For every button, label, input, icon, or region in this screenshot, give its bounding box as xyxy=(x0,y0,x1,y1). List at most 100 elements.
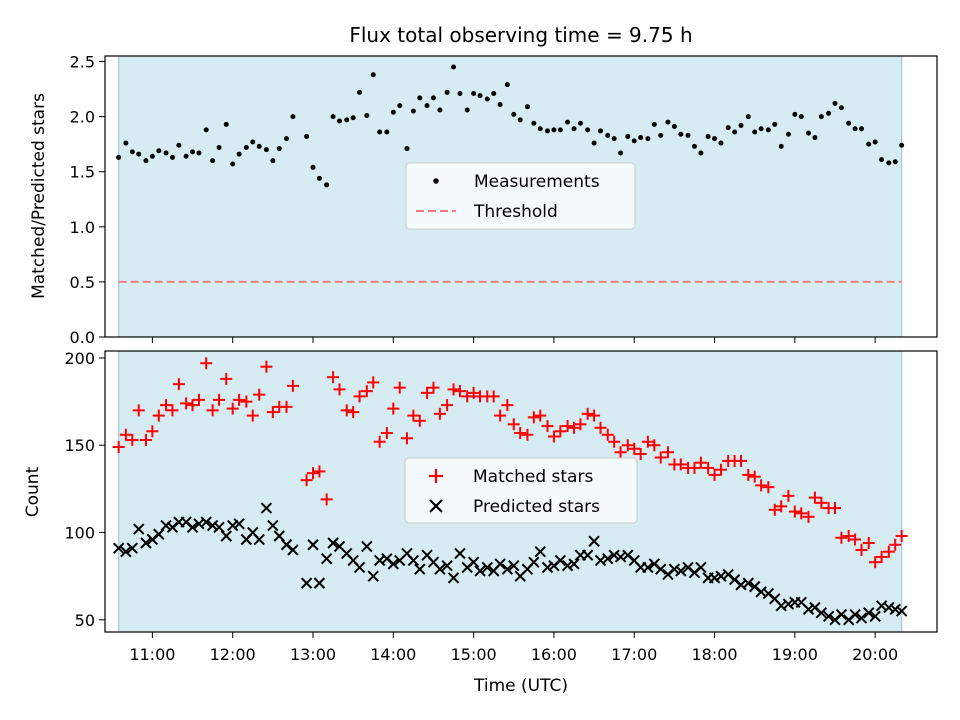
matched-star-point xyxy=(119,428,132,441)
predicted-star-point xyxy=(528,556,540,568)
predicted-star-point xyxy=(273,530,285,542)
matched-star-point xyxy=(112,440,125,453)
matched-star-point xyxy=(855,543,868,556)
top-y-ticks: 0.0 0.5 1.0 1.5 2.0 2.5 xyxy=(70,53,105,347)
matched-star-point xyxy=(775,500,788,513)
predicted-star-point xyxy=(554,554,567,567)
measurement-point xyxy=(230,161,236,167)
measurement-point xyxy=(892,159,898,165)
predicted-star-point xyxy=(668,563,681,575)
measurement-point xyxy=(276,146,282,152)
matched-star-point xyxy=(286,379,299,392)
predicted-star-point xyxy=(213,521,225,533)
x-tick-label: 19:00 xyxy=(772,645,818,664)
legend-threshold-label: Threshold xyxy=(473,202,558,222)
predicted-star-point xyxy=(849,608,861,621)
measurement-point xyxy=(732,129,738,135)
measurement-point xyxy=(818,114,824,120)
predicted-star-point xyxy=(120,546,132,558)
measurement-point xyxy=(712,136,718,142)
matched-star-point xyxy=(742,468,755,481)
matched-star-point xyxy=(808,491,821,504)
measurement-point xyxy=(725,125,731,131)
measurement-point xyxy=(745,114,751,120)
predicted-star-point xyxy=(387,558,400,570)
predicted-star-point xyxy=(447,572,460,584)
matched-star-point xyxy=(568,421,581,434)
measurement-point xyxy=(169,154,175,160)
matched-star-point xyxy=(782,489,795,502)
matched-star-point xyxy=(206,404,219,417)
matched-star-point xyxy=(441,399,454,412)
measurement-point xyxy=(143,158,149,164)
matched-star-point xyxy=(380,427,393,440)
matched-star-point xyxy=(501,399,514,412)
measurement-point xyxy=(156,148,162,154)
matched-star-point xyxy=(614,446,627,459)
predicted-star-point xyxy=(608,549,620,561)
measurement-point xyxy=(511,111,517,117)
matched-star-point xyxy=(453,385,466,398)
matched-star-point xyxy=(735,454,748,467)
predicted-star-point xyxy=(153,528,165,540)
matched-star-point xyxy=(608,435,621,448)
measurement-point xyxy=(517,117,523,123)
measurement-point xyxy=(772,121,778,127)
bottom-y-tick-label: 100 xyxy=(64,524,95,543)
measurement-point xyxy=(116,154,122,160)
matched-star-point xyxy=(762,481,775,494)
measurement-point xyxy=(370,72,376,78)
predicted-star-point xyxy=(855,612,868,624)
matched-star-point xyxy=(869,556,882,569)
matched-star-point xyxy=(641,435,654,448)
matched-star-point xyxy=(260,360,273,373)
matched-star-point xyxy=(829,502,842,515)
matched-star-point xyxy=(467,386,480,399)
measurement-point xyxy=(437,107,443,113)
matched-star-point xyxy=(849,533,862,546)
measurement-point xyxy=(859,126,865,132)
matched-star-point xyxy=(421,386,434,399)
measurement-point xyxy=(364,113,370,119)
predicted-star-point xyxy=(186,521,199,533)
matched-star-point xyxy=(588,409,601,422)
predicted-star-point xyxy=(863,607,875,619)
matched-star-point xyxy=(280,400,293,413)
predicted-star-point xyxy=(353,561,366,574)
predicted-star-point xyxy=(869,610,881,622)
measurement-points xyxy=(116,64,905,188)
matched-star-point xyxy=(413,414,426,427)
matched-star-point xyxy=(694,456,707,469)
matched-star-point xyxy=(307,467,319,480)
measurement-point xyxy=(585,127,591,133)
measurement-point xyxy=(337,118,343,124)
x-tick-label: 14:00 xyxy=(370,645,416,664)
measurement-point xyxy=(384,129,390,135)
measurement-point xyxy=(631,138,637,144)
predicted-star-point xyxy=(581,549,594,561)
matched-star-point xyxy=(574,418,587,431)
predicted-star-point xyxy=(260,502,273,514)
matched-star-point xyxy=(327,371,340,384)
measurement-point xyxy=(812,135,818,141)
matched-star-point xyxy=(802,510,815,523)
measurement-point xyxy=(484,96,490,102)
matched-star-point xyxy=(788,505,801,518)
figure-title: Flux total observing time = 9.75 h xyxy=(349,23,692,47)
measurement-point xyxy=(163,150,169,156)
x-tick-label: 17:00 xyxy=(611,645,657,664)
measurement-point xyxy=(451,64,457,70)
measurement-point xyxy=(397,103,403,109)
top-y-tick-label: 2.5 xyxy=(70,53,95,72)
measurement-point xyxy=(638,135,644,141)
matched-star-point xyxy=(601,428,614,441)
measurement-point xyxy=(357,89,363,95)
matched-star-point xyxy=(400,432,413,445)
matched-star-point xyxy=(654,451,667,464)
measurement-point xyxy=(263,147,269,153)
measurement-point xyxy=(705,133,711,139)
predicted-star-point xyxy=(494,558,506,570)
matched-star-point xyxy=(152,409,165,422)
predicted-star-point xyxy=(361,540,373,553)
